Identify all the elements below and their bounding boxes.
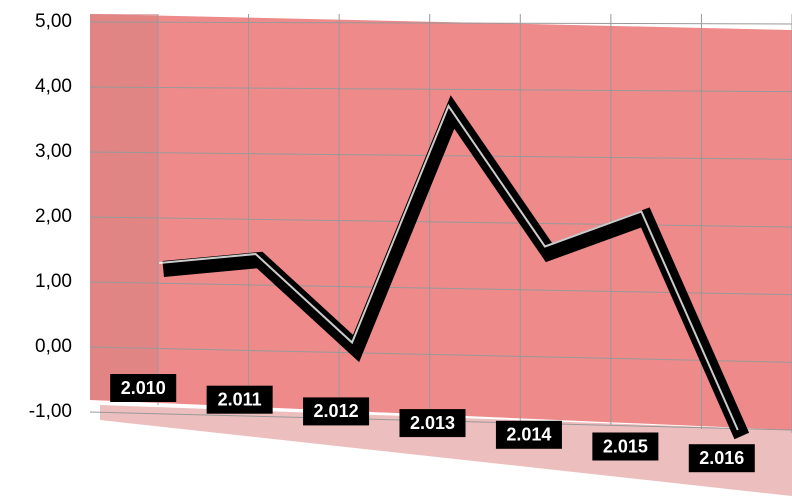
y-tick-label: 4,00 [35,76,72,97]
x-tick-box [399,409,466,438]
y-tick-label: -1,00 [29,401,72,422]
x-tick-box [303,397,370,426]
x-tick-label: 2.011 [218,389,262,409]
x-tick-label: 2.013 [410,413,455,433]
x-tick-box [592,432,659,461]
y-tick-label: 0,00 [35,336,72,357]
grid-line [89,216,792,228]
y-tick-label: 2,00 [35,206,72,227]
line-highlight [159,103,739,431]
x-tick-label: 2.016 [699,448,744,468]
y-tick-label: 3,00 [35,141,72,162]
x-tick-label: 2.014 [506,425,551,445]
x-tick-box [110,374,177,402]
x-tick-label: 2.015 [603,436,648,456]
side-wall [90,14,158,400]
y-tick-label: 1,00 [35,271,72,292]
x-tick-box [688,444,755,473]
x-tick-label: 2.010 [121,378,166,398]
floor [100,405,792,496]
grid-line [89,86,792,93]
x-tick-label: 2.012 [314,401,359,421]
x-tick-box [206,385,273,414]
y-tick-label: 5,00 [35,11,72,32]
grid-line [89,346,792,363]
grid-line [89,21,792,25]
x-tick-box [495,420,562,449]
